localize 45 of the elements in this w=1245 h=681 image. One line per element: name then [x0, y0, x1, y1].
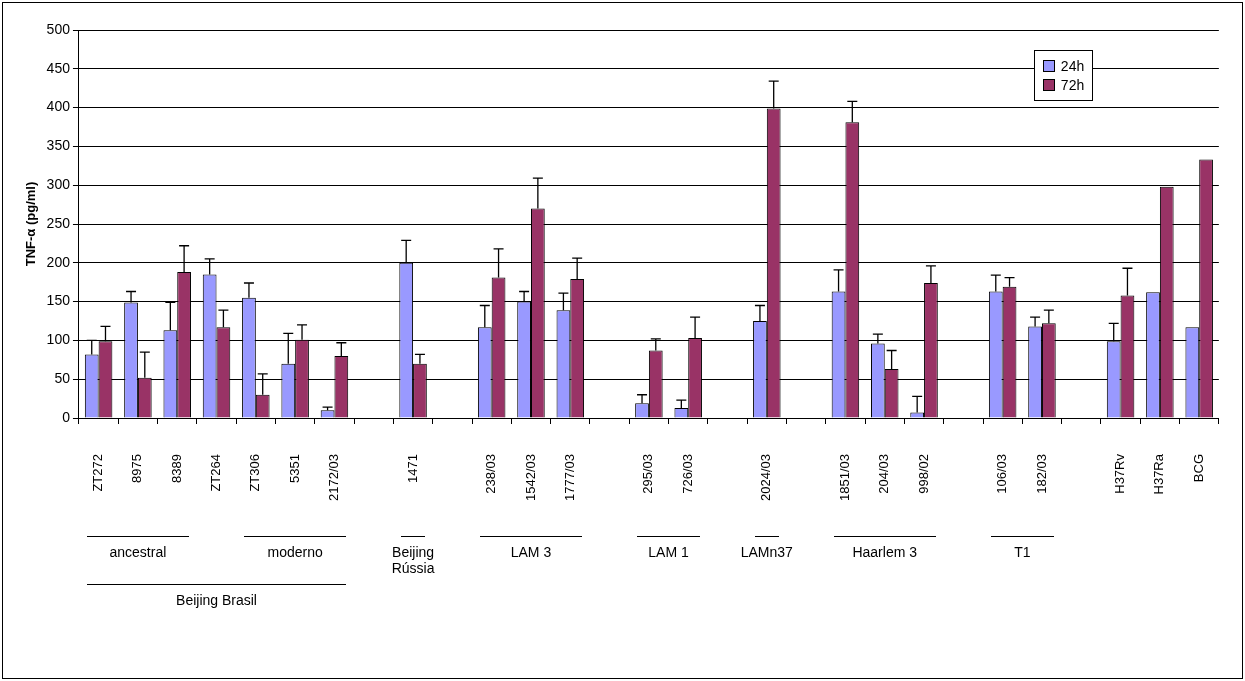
x-tick-label: 8975: [129, 454, 145, 483]
text: Beijing Rússia: [390, 544, 436, 576]
y-tick-label: 400: [46, 98, 71, 115]
text: Haarlem 3: [851, 544, 919, 560]
legend-label: 24h: [1060, 58, 1085, 74]
y-tick-label: 350: [46, 137, 71, 154]
text: ancestral: [108, 544, 168, 560]
y-tick-label: 300: [46, 176, 71, 193]
x-tick-label: 182/03: [1033, 454, 1049, 494]
x-tick-label: 5351: [286, 454, 302, 483]
x-tick-label: 204/03: [876, 454, 892, 494]
x-tick-label: 238/03: [483, 454, 499, 494]
x-tick-label: 726/03: [679, 454, 695, 494]
y-tick-label: 0: [62, 408, 71, 425]
x-tick-label: ZT272: [90, 454, 106, 492]
x-tick-label: 1471: [404, 454, 420, 483]
x-tick-label: 2172/03: [326, 454, 342, 502]
x-tick-label: H37Rv: [1112, 453, 1128, 494]
x-tick-label: 295/03: [640, 454, 656, 494]
x-tick-label: H37Ra: [1151, 453, 1167, 495]
text: moderno: [266, 544, 324, 560]
x-tick-label: 2024/03: [758, 454, 774, 502]
x-tick-label: 106/03: [994, 454, 1010, 494]
x-tick-label: BCG: [1190, 454, 1206, 483]
text: LAM 1: [647, 544, 690, 560]
text: LAMn37: [739, 544, 794, 560]
y-tick-label: 250: [46, 214, 71, 231]
y-tick-label: 100: [46, 331, 71, 348]
legend-label: 72h: [1060, 77, 1085, 93]
y-tick-label: 150: [46, 292, 71, 309]
x-tick-label: ZT306: [247, 454, 263, 492]
x-tick-label: ZT264: [208, 454, 224, 492]
x-tick-label: 1851/03: [837, 454, 853, 502]
x-tick-label: 1777/03: [561, 454, 577, 502]
x-tick-label: 1542/03: [522, 454, 538, 502]
y-tick-label: 200: [46, 253, 71, 270]
text: Beijing Brasil: [175, 592, 258, 608]
y-tick-label: 50: [54, 370, 71, 387]
text: LAM 3: [509, 544, 553, 560]
x-tick-label: 998/02: [915, 454, 931, 494]
text: T1: [1013, 544, 1032, 560]
y-axis-title: TNF-α (pg/ml): [23, 181, 39, 267]
y-tick-label: 500: [46, 20, 71, 37]
y-tick-label: 450: [46, 59, 71, 76]
x-tick-label: 8389: [168, 454, 184, 483]
